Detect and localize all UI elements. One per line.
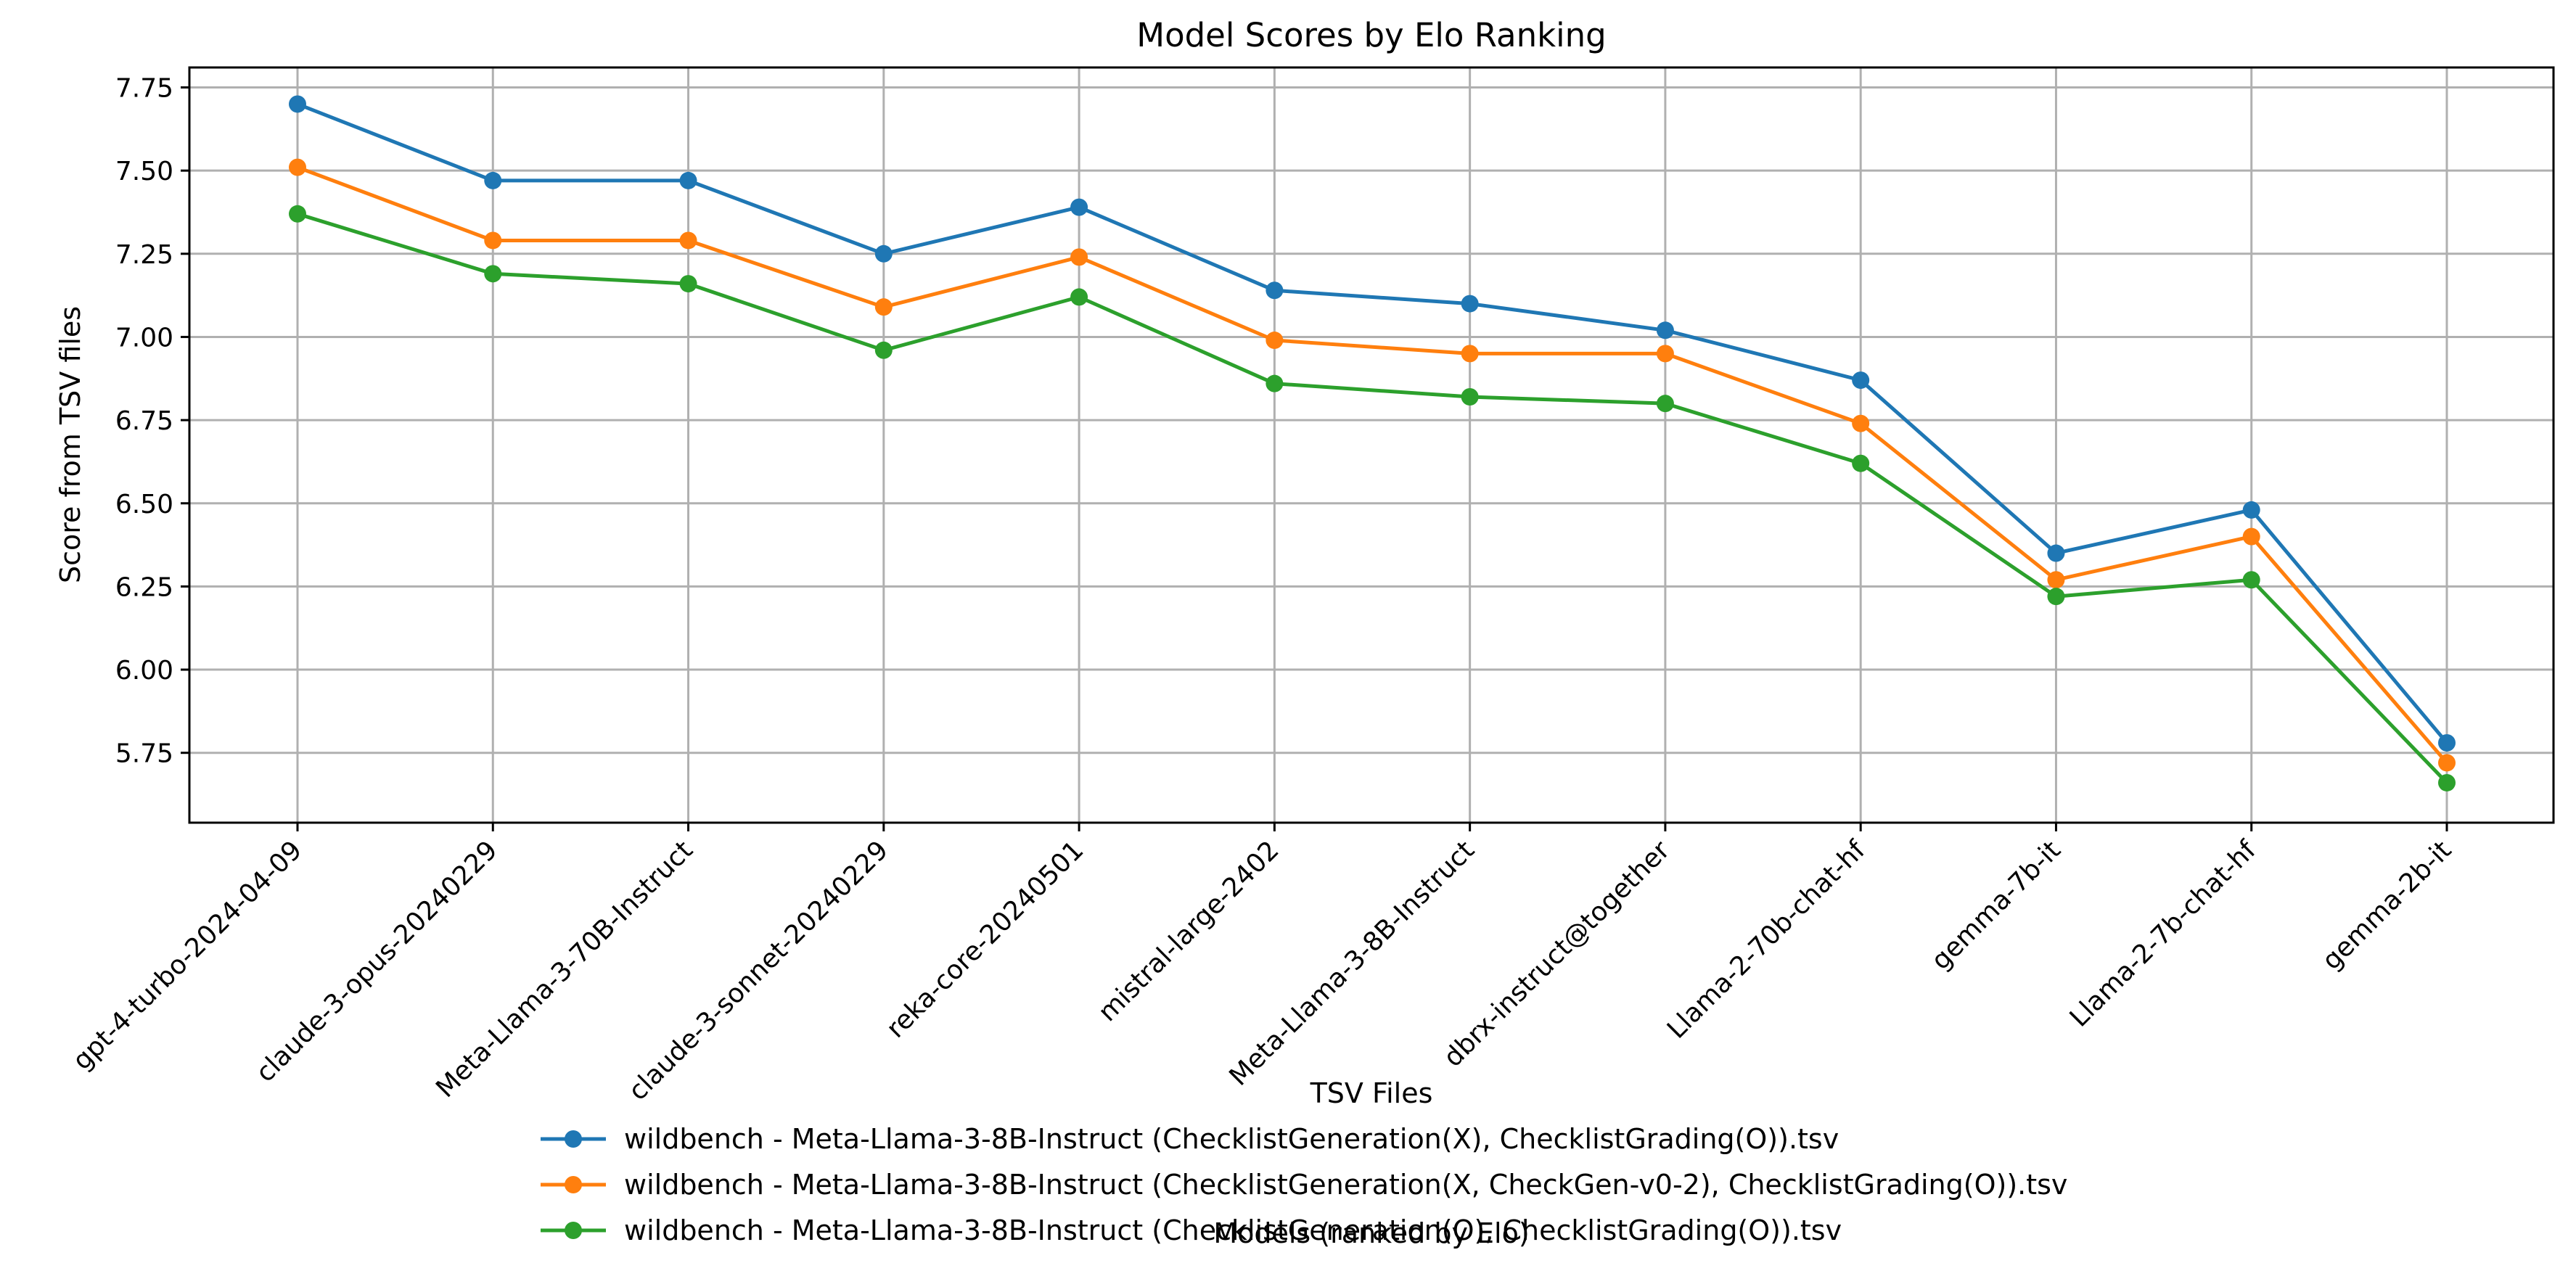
y-tick-label: 6.25 bbox=[115, 572, 173, 602]
data-point bbox=[289, 205, 306, 223]
legend-marker bbox=[565, 1176, 582, 1193]
data-point bbox=[2047, 571, 2065, 589]
chart-title: Model Scores by Elo Ranking bbox=[1136, 16, 1607, 54]
data-point bbox=[1852, 371, 1870, 390]
data-point bbox=[289, 95, 306, 113]
data-point bbox=[874, 341, 893, 359]
data-point bbox=[1852, 414, 1870, 432]
data-point bbox=[679, 275, 697, 293]
y-axis-label: Score from TSV files bbox=[54, 306, 86, 583]
data-point bbox=[2438, 773, 2456, 791]
series-2 bbox=[289, 158, 2456, 772]
legend-entry-label: wildbench - Meta-Llama-3-8B-Instruct (Ch… bbox=[624, 1214, 1842, 1246]
x-gridlines bbox=[296, 67, 2448, 823]
series-line bbox=[297, 212, 2448, 784]
data-point bbox=[1266, 281, 1284, 300]
data-point bbox=[1070, 248, 1088, 266]
y-tick-label: 6.75 bbox=[115, 406, 173, 436]
data-point bbox=[1266, 374, 1284, 392]
x-tick-label: Llama-2-70b-chat-hf bbox=[1662, 834, 1871, 1044]
legend-entry-label: wildbench - Meta-Llama-3-8B-Instruct (Ch… bbox=[624, 1169, 2067, 1201]
data-point bbox=[2047, 588, 2065, 606]
legend-marker bbox=[565, 1130, 582, 1148]
data-point bbox=[874, 298, 893, 316]
x-tick-label: mistral-large-2402 bbox=[1093, 835, 1285, 1027]
data-point bbox=[289, 158, 306, 176]
data-point bbox=[874, 244, 893, 263]
plot-area-frame bbox=[188, 66, 2555, 824]
y-tick-label: 5.75 bbox=[115, 739, 173, 769]
data-point bbox=[679, 231, 697, 250]
data-point bbox=[2242, 527, 2260, 546]
data-point bbox=[1461, 388, 1479, 406]
y-gridlines bbox=[189, 86, 2554, 754]
data-point bbox=[1266, 332, 1284, 350]
data-point bbox=[484, 171, 502, 189]
data-point bbox=[484, 265, 502, 283]
data-point bbox=[1656, 395, 1674, 413]
x-tick-label: gemma-7b-it bbox=[1926, 835, 2067, 976]
data-point bbox=[1070, 288, 1088, 306]
y-tick-label: 7.50 bbox=[115, 157, 173, 186]
legend-marker bbox=[565, 1222, 582, 1239]
data-point bbox=[1656, 345, 1674, 363]
data-point bbox=[2242, 501, 2260, 519]
y-tick-label: 7.00 bbox=[115, 323, 173, 353]
legend: TSV Files wildbench - Meta-Llama-3-8B-In… bbox=[541, 1077, 2067, 1246]
x-tick-label: dbrx-instruct@together bbox=[1438, 835, 1676, 1073]
series-line bbox=[297, 102, 2448, 744]
data-point bbox=[2242, 571, 2260, 589]
data-point bbox=[1852, 454, 1870, 472]
legend-entry-label: wildbench - Meta-Llama-3-8B-Instruct (Ch… bbox=[624, 1123, 1839, 1155]
series-3 bbox=[289, 205, 2456, 791]
series-layer bbox=[289, 95, 2456, 791]
y-axis: 5.75 6.00 6.25 6.50 6.75 7.00 7.25 7.50 7.75 bbox=[115, 74, 189, 769]
data-point bbox=[679, 171, 697, 189]
data-point bbox=[1461, 345, 1479, 363]
data-point bbox=[484, 231, 502, 250]
y-tick-label: 6.00 bbox=[115, 656, 173, 686]
x-tick-label: gemma-2b-it bbox=[2317, 835, 2458, 976]
x-tick-label: gpt-4-turbo-2024-04-09 bbox=[67, 835, 308, 1076]
data-point bbox=[1461, 295, 1479, 313]
data-point bbox=[1656, 321, 1674, 340]
data-point bbox=[2047, 544, 2065, 562]
data-point bbox=[1070, 198, 1088, 216]
data-point bbox=[2438, 733, 2456, 752]
y-tick-label: 7.75 bbox=[115, 74, 173, 104]
x-tick-label: reka-core-20240501 bbox=[881, 835, 1090, 1044]
x-tick-label: Llama-2-7b-chat-hf bbox=[2064, 834, 2263, 1032]
y-tick-label: 7.25 bbox=[115, 240, 173, 270]
x-axis-label: Models (ranked by Elo) bbox=[1213, 1217, 1529, 1249]
x-axis: gpt-4-turbo-2024-04-09claude-3-opus-2024… bbox=[67, 823, 2458, 1106]
y-tick-label: 6.50 bbox=[115, 490, 173, 519]
data-point bbox=[2438, 754, 2456, 772]
legend-title: TSV Files bbox=[1310, 1077, 1433, 1109]
series-line bbox=[297, 165, 2448, 765]
series-1 bbox=[289, 95, 2456, 752]
